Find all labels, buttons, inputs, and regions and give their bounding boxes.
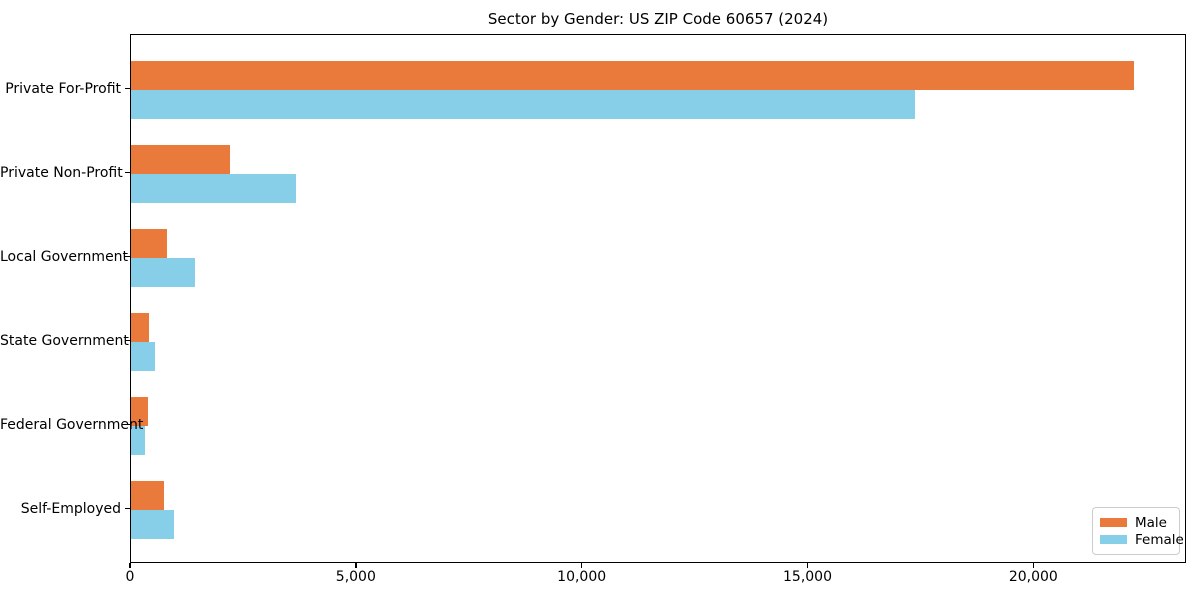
y-tick-mark: [125, 171, 130, 174]
y-tick-label-3: State Government: [0, 332, 129, 349]
y-tick-mark: [125, 423, 130, 426]
bar-female-3: [131, 341, 156, 371]
x-tick-mark: [355, 563, 357, 568]
x-tick-mark: [580, 563, 583, 568]
x-tick-mark: [1032, 563, 1035, 568]
bar-male-5: [131, 480, 165, 510]
bar-male-3: [131, 312, 149, 342]
x-tick-label-4: 20,000: [1008, 569, 1058, 585]
bar-male-2: [131, 228, 168, 258]
y-tick-mark: [125, 255, 130, 258]
bar-female-4: [131, 425, 145, 455]
y-tick-mark: [125, 87, 130, 90]
x-tick-label-2: 10,000: [557, 569, 607, 585]
male-legend-label: Male: [1135, 514, 1167, 531]
bar-male-0: [131, 60, 1135, 90]
x-tick-label-0: 0: [125, 569, 135, 585]
bar-female-1: [131, 173, 296, 203]
legend-item-male: Male: [1100, 514, 1171, 531]
bar-female-2: [131, 257, 195, 287]
y-tick-label-0: Private For-Profit: [5, 80, 121, 97]
female-legend-label: Female: [1135, 531, 1184, 548]
bar-male-1: [131, 144, 231, 174]
x-tick-mark: [806, 563, 809, 568]
y-tick-label-1: Private Non-Profit: [0, 164, 123, 181]
chart-title: Sector by Gender: US ZIP Code 60657 (202…: [487, 10, 829, 28]
female-legend-swatch: [1100, 535, 1127, 544]
bars-layer: [131, 35, 1185, 562]
y-tick-mark: [125, 339, 130, 342]
bar-female-0: [131, 89, 916, 119]
y-tick-mark: [125, 507, 130, 510]
male-legend-swatch: [1100, 518, 1127, 527]
x-tick-label-1: 5,000: [335, 569, 376, 585]
x-tick-label-3: 15,000: [783, 569, 832, 585]
y-tick-label-5: Self-Employed: [20, 500, 121, 517]
plot-area: Male Female: [130, 34, 1186, 563]
y-tick-label-4: Federal Government: [0, 416, 144, 433]
x-tick-mark: [129, 563, 131, 568]
bar-female-5: [131, 509, 174, 539]
legend-item-female: Female: [1100, 531, 1184, 548]
bar-male-4: [131, 396, 148, 426]
legend: Male Female: [1092, 507, 1184, 555]
y-tick-label-2: Local Government: [0, 248, 129, 265]
